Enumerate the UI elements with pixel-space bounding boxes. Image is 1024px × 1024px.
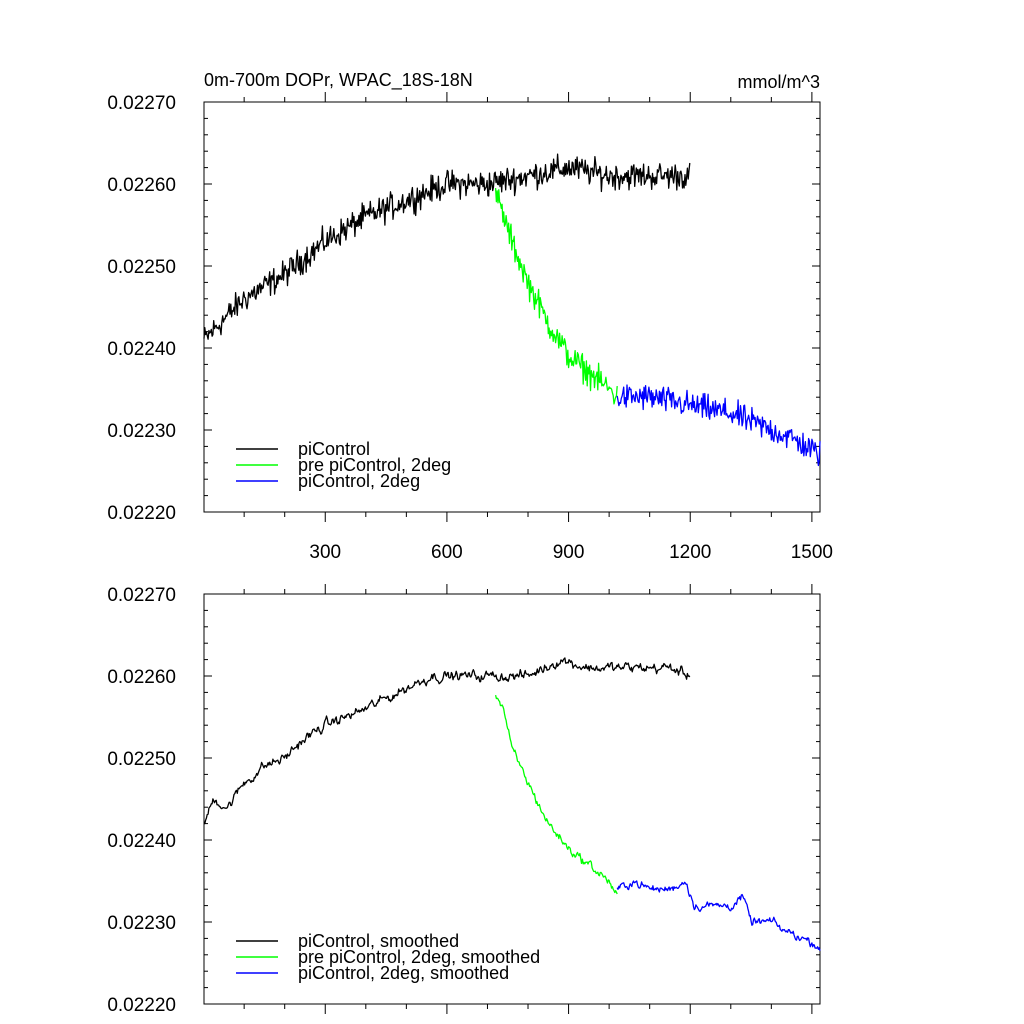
x-tick-label: 1500 bbox=[791, 542, 833, 563]
series-line-2 bbox=[616, 384, 821, 467]
y-tick-label: 0.02270 bbox=[107, 585, 176, 606]
x-tick-label: 600 bbox=[431, 542, 463, 563]
legend-label: piControl, 2deg, smoothed bbox=[298, 963, 509, 983]
y-tick-label: 0.02250 bbox=[107, 749, 176, 770]
y-tick-label: 0.02270 bbox=[107, 93, 176, 114]
y-tick-label: 0.02220 bbox=[107, 503, 176, 524]
legend-label: piControl bbox=[298, 439, 370, 459]
x-tick-label: 900 bbox=[553, 542, 585, 563]
y-tick-label: 0.02230 bbox=[107, 421, 176, 442]
y-tick-label: 0.02250 bbox=[107, 257, 176, 278]
y-tick-label: 0.02240 bbox=[107, 831, 176, 852]
legend-label: pre piControl, 2deg, smoothed bbox=[298, 947, 540, 967]
plot-frame bbox=[203, 101, 821, 513]
series-line-2 bbox=[616, 880, 821, 951]
x-tick-label: 300 bbox=[309, 542, 341, 563]
y-tick-label: 0.02230 bbox=[107, 913, 176, 934]
y-tick-label: 0.02220 bbox=[107, 995, 176, 1016]
y-tick-label: 0.02260 bbox=[107, 667, 176, 688]
units-label: mmol/m^3 bbox=[738, 72, 820, 92]
y-tick-label: 0.02260 bbox=[107, 175, 176, 196]
legend-label: piControl, 2deg bbox=[298, 471, 420, 491]
chart-title: 0m-700m DOPr, WPAC_18S-18N bbox=[204, 70, 473, 91]
bottom-panel: 0.02220 0.02230 0.02240 0.02250 0.02260 0.022… bbox=[107, 584, 821, 1016]
series-line-1 bbox=[494, 694, 618, 895]
series-line-1 bbox=[494, 188, 618, 405]
series-line-0 bbox=[203, 153, 691, 340]
series-line-0 bbox=[203, 657, 691, 825]
y-tick-label: 0.02240 bbox=[107, 339, 176, 360]
legend-label: pre piControl, 2deg bbox=[298, 455, 451, 475]
top-panel: 0m-700m DOPr, WPAC_18S-18N mmol/m^3 0.02… bbox=[107, 70, 833, 563]
x-tick-label: 1200 bbox=[669, 542, 711, 563]
plot-frame bbox=[203, 593, 821, 1005]
legend-label: piControl, smoothed bbox=[298, 931, 459, 951]
